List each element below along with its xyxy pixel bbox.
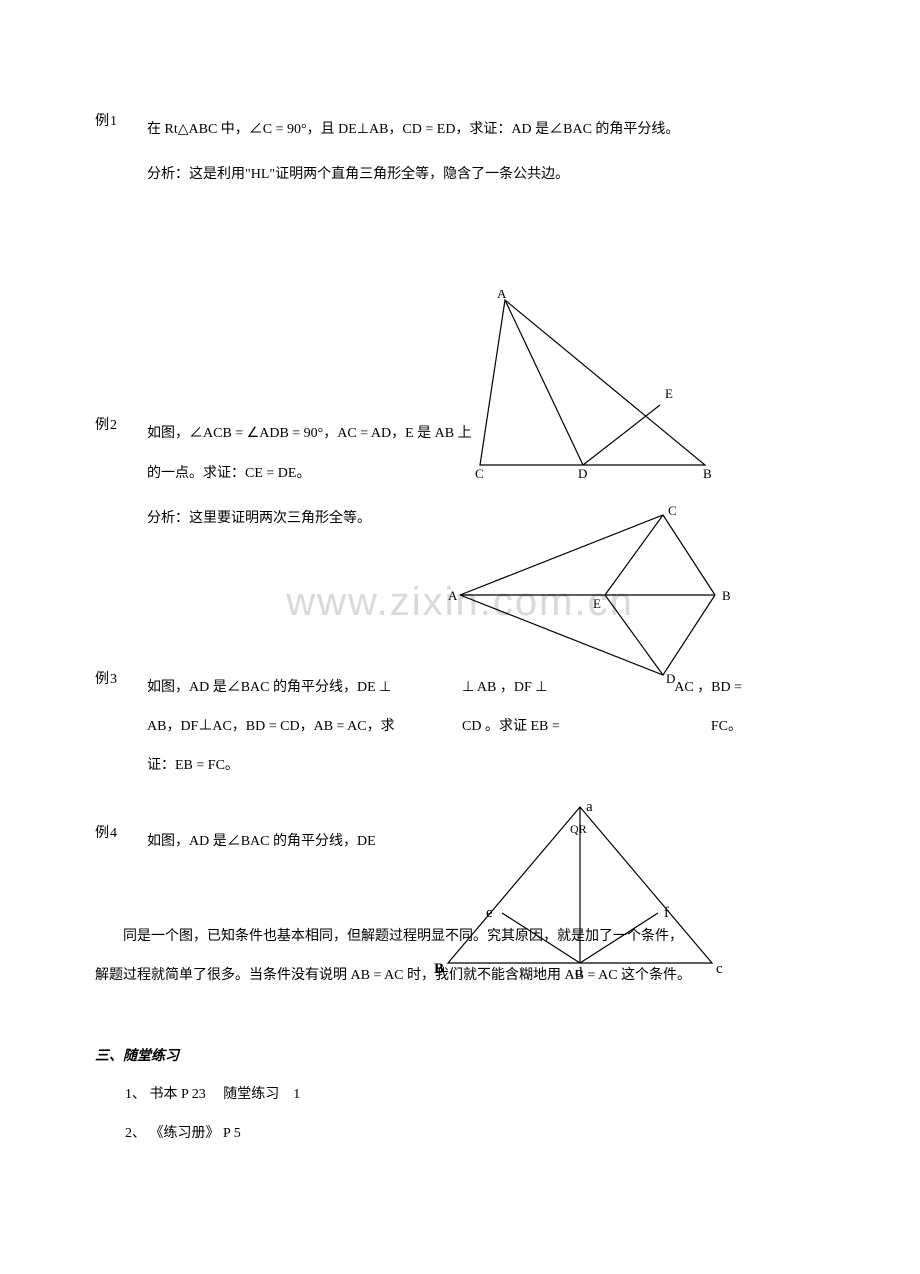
practice-item-1: 1、 书本 P 23 随堂练习 1 [125, 1075, 825, 1114]
example-1-text-2: 分析：这是利用"HL"证明两个直角三角形全等，隐含了一条公共边。 [147, 155, 825, 194]
figure-3: a QR B c d e f [430, 795, 730, 985]
example-3-right-2b: FC。 [711, 707, 742, 746]
example-2-text-1: 如图，∠ACB = ∠ADB = 90°，AC = AD，E 是 AB 上 [147, 414, 507, 453]
fig3-label-QR: QR [570, 822, 587, 836]
example-1: 例1 在 Rt△ABC 中，∠C = 90°，且 DE⊥AB，CD = ED，求… [95, 110, 825, 149]
example-4-text-1: 如图，AD 是∠BAC 的角平分线，DE [147, 822, 457, 861]
example-1-label: 例1 [95, 110, 147, 130]
fig1-label-E: E [665, 386, 673, 401]
example-3-right-2a: CD 。求证 EB = [462, 707, 560, 746]
fig2-label-D: D [666, 671, 675, 685]
fig3-label-B: B [434, 961, 444, 977]
example-3-left-1: 如图，AD 是∠BAC 的角平分线，DE ⊥ [147, 668, 462, 707]
fig2-label-B: B [722, 588, 731, 603]
fig3-label-e: e [486, 905, 493, 921]
example-3-label: 例3 [95, 668, 147, 688]
example-1-text-1: 在 Rt△ABC 中，∠C = 90°，且 DE⊥AB，CD = ED，求证：A… [147, 110, 825, 149]
fig3-label-c: c [716, 961, 723, 977]
fig3-label-d: d [575, 965, 583, 980]
fig3-label-f: f [664, 905, 669, 921]
fig1-label-D: D [578, 466, 587, 480]
fig3-label-a: a [586, 799, 593, 815]
fig2-label-A: A [448, 588, 458, 603]
fig1-label-A: A [497, 290, 507, 301]
section-3-heading: 三、随堂练习 [95, 1045, 825, 1065]
example-3-left-3: 证：EB = FC。 [147, 746, 462, 785]
example-2-label: 例2 [95, 414, 147, 434]
figure-1: A C D B E [475, 290, 725, 485]
figure-2: A B C D E [445, 505, 745, 690]
fig1-label-B: B [703, 466, 712, 480]
practice-item-2: 2、 《练习册》 P 5 [125, 1114, 825, 1153]
example-3-left-2: AB，DF⊥AC，BD = CD，AB = AC，求 [147, 707, 462, 746]
fig2-label-C: C [668, 505, 677, 518]
fig1-label-C: C [475, 466, 484, 480]
example-2-text-2: 的一点。求证：CE = DE。 [147, 454, 507, 493]
fig2-label-E: E [593, 596, 601, 611]
example-4-label: 例4 [95, 822, 147, 842]
